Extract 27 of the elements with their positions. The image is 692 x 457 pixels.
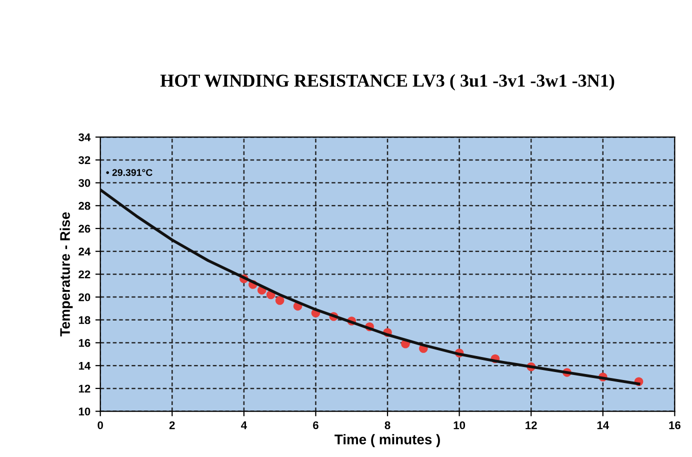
x-tick-label: 4 — [241, 421, 247, 430]
x-tick-label: 6 — [313, 421, 318, 430]
y-tick-label: 10 — [78, 408, 90, 416]
y-tick-label: 26 — [78, 224, 90, 233]
y-tick-label: 14 — [78, 362, 91, 370]
y-tick-label: 12 — [78, 384, 90, 392]
y-tick-label: 22 — [78, 270, 90, 278]
x-tick-label: 16 — [669, 421, 680, 430]
point — [275, 296, 284, 305]
y-tick-label: 16 — [78, 339, 90, 347]
y-tick-label: 32 — [78, 156, 90, 164]
y-tick-label: 20 — [78, 293, 90, 302]
x-tick-label: 2 — [169, 421, 175, 430]
y-tick-label: 18 — [78, 316, 90, 324]
y-tick-label: 30 — [78, 179, 90, 187]
y-tick-label: 24 — [78, 248, 91, 256]
x-axis-title: Time ( minutes ) — [334, 434, 440, 448]
x-tick-label: 10 — [454, 421, 466, 430]
y-tick-label: 34 — [78, 133, 91, 142]
y-tick-label: 28 — [78, 202, 90, 210]
y-axis-title: Temperature - Rise — [60, 212, 73, 336]
x-tick-label: 8 — [384, 421, 390, 430]
annotation: • 29.391°C — [106, 169, 152, 176]
chart-title: HOT WINDING RESISTANCE LV3 ( 3u1 -3v1 -3w1 -3N1) — [160, 74, 614, 90]
x-tick-label: 14 — [597, 421, 610, 430]
x-tick-label: 0 — [98, 421, 103, 430]
x-tick-label: 12 — [526, 421, 537, 430]
